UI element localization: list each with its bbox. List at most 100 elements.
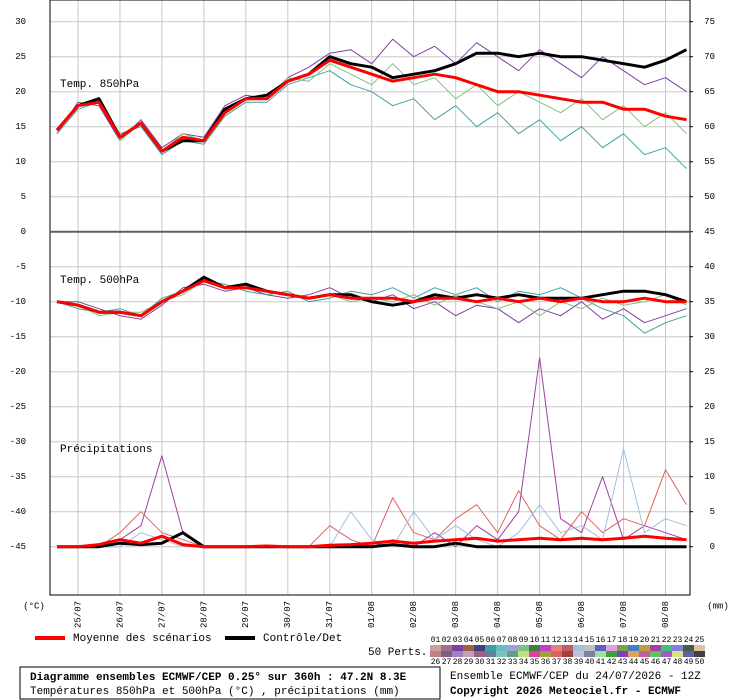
perturbation-swatch <box>463 645 474 651</box>
x-tick-label: 03/08 <box>451 601 461 628</box>
perturbation-swatch <box>683 645 694 651</box>
y-axis-label: (°C) <box>23 601 45 611</box>
perturbation-label: 42 <box>607 658 617 667</box>
y2-tick-label: 20 <box>704 402 715 412</box>
perturbation-swatch <box>441 645 452 651</box>
y2-tick-label: 35 <box>704 297 715 307</box>
perturbation-swatch <box>639 645 650 651</box>
y-tick-label: 20 <box>15 87 26 97</box>
x-tick-label: 26/07 <box>115 601 125 628</box>
x-tick-label: 29/07 <box>241 601 251 628</box>
perturbation-label: 09 <box>519 636 529 645</box>
perturbation-label: 15 <box>585 636 595 645</box>
perturbation-label: 35 <box>530 658 540 667</box>
perturbation-label: 27 <box>442 658 452 667</box>
plot-frame <box>49 0 691 596</box>
perturbation-label: 38 <box>563 658 573 667</box>
y-tick-label: -5 <box>15 262 26 272</box>
perturbation-label: 25 <box>695 636 705 645</box>
perturbation-swatch <box>496 645 507 651</box>
perturbation-swatch <box>540 645 551 651</box>
perturbation-title: 50 Perts. <box>368 647 427 659</box>
perturbation-swatch <box>650 645 661 651</box>
y2-tick-label: 65 <box>704 87 715 97</box>
y2-tick-label: 40 <box>704 262 715 272</box>
perturbation-label: 12 <box>552 636 562 645</box>
perturbation-label: 16 <box>596 636 606 645</box>
y2-tick-label: 10 <box>704 472 715 482</box>
perturbation-swatch <box>507 651 518 657</box>
y-tick-label: -30 <box>10 437 26 447</box>
perturbation-label: 45 <box>640 658 650 667</box>
perturbation-swatch <box>650 651 661 657</box>
perturbation-swatch <box>463 651 474 657</box>
perturbation-label: 11 <box>541 636 551 645</box>
perturbation-swatch <box>518 645 529 651</box>
perturbation-swatch <box>661 645 672 651</box>
perturbation-swatch <box>661 651 672 657</box>
series-line <box>56 70 687 170</box>
perturbation-swatch <box>540 651 551 657</box>
copyright: Copyright 2026 Meteociel.fr - ECMWF <box>450 686 681 698</box>
perturbation-label: 20 <box>640 636 650 645</box>
y-tick-label: 10 <box>15 157 26 167</box>
perturbation-label: 03 <box>453 636 463 645</box>
perturbation-swatch <box>496 651 507 657</box>
run-info: Ensemble ECMWF/CEP du 24/07/2026 - 12Z <box>450 671 701 683</box>
y-tick-label: -10 <box>10 297 26 307</box>
perturbation-swatch <box>617 645 628 651</box>
perturbation-swatch <box>430 645 441 651</box>
perturbation-label: 48 <box>673 658 683 667</box>
perturbation-label: 23 <box>673 636 683 645</box>
perturbation-label: 17 <box>607 636 617 645</box>
y-tick-label: 5 <box>21 192 26 202</box>
perturbation-label: 34 <box>519 658 529 667</box>
y-tick-label: 0 <box>21 227 26 237</box>
perturbation-label: 32 <box>497 658 507 667</box>
perturbation-label: 14 <box>574 636 584 645</box>
perturbation-swatch <box>584 645 595 651</box>
y-tick-label: -25 <box>10 402 26 412</box>
plot-lines <box>55 38 688 549</box>
y-tick-label: 25 <box>15 52 26 62</box>
perturbation-swatch <box>452 651 463 657</box>
perturbation-label: 47 <box>662 658 672 667</box>
perturbation-label: 44 <box>629 658 639 667</box>
series-line <box>56 531 687 549</box>
x-tick-label: 02/08 <box>409 601 419 628</box>
y2-tick-label: 60 <box>704 122 715 132</box>
perturbation-swatch <box>606 651 617 657</box>
perturbation-swatch <box>672 651 683 657</box>
perturbation-label: 36 <box>541 658 551 667</box>
x-tick-label: 01/08 <box>367 601 377 628</box>
perturbation-swatch <box>628 651 639 657</box>
y2-tick-label: 5 <box>710 507 715 517</box>
perturbation-label: 08 <box>508 636 518 645</box>
perturbation-label: 13 <box>563 636 573 645</box>
perturbation-label: 04 <box>464 636 474 645</box>
y2-tick-label: 75 <box>704 17 715 27</box>
perturbation-label: 26 <box>431 658 441 667</box>
perturbation-swatch <box>562 645 573 651</box>
perturbation-label: 05 <box>475 636 485 645</box>
y2-tick-label: 30 <box>704 332 715 342</box>
legend: Moyenne des scénarios Contrôle/Det 50 Pert… <box>35 633 705 667</box>
series-line <box>55 58 687 153</box>
y2-tick-label: 25 <box>704 367 715 377</box>
panel-label: Temp. 500hPa <box>60 275 140 287</box>
series-line <box>56 534 687 549</box>
y-tick-label: 15 <box>15 122 26 132</box>
perturbation-swatch <box>518 651 529 657</box>
y2-tick-label: 55 <box>704 157 715 167</box>
panel-label: Temp. 850hPa <box>60 79 140 91</box>
perturbation-swatch <box>606 645 617 651</box>
perturbation-swatch <box>595 651 606 657</box>
y-tick-label: -40 <box>10 507 26 517</box>
perturbation-swatch <box>474 645 485 651</box>
perturbation-swatch <box>551 651 562 657</box>
perturbation-swatch <box>584 651 595 657</box>
perturbation-label: 18 <box>618 636 628 645</box>
perturbation-label: 21 <box>651 636 661 645</box>
perturbation-label: 24 <box>684 636 694 645</box>
perturbation-label: 50 <box>695 658 705 667</box>
